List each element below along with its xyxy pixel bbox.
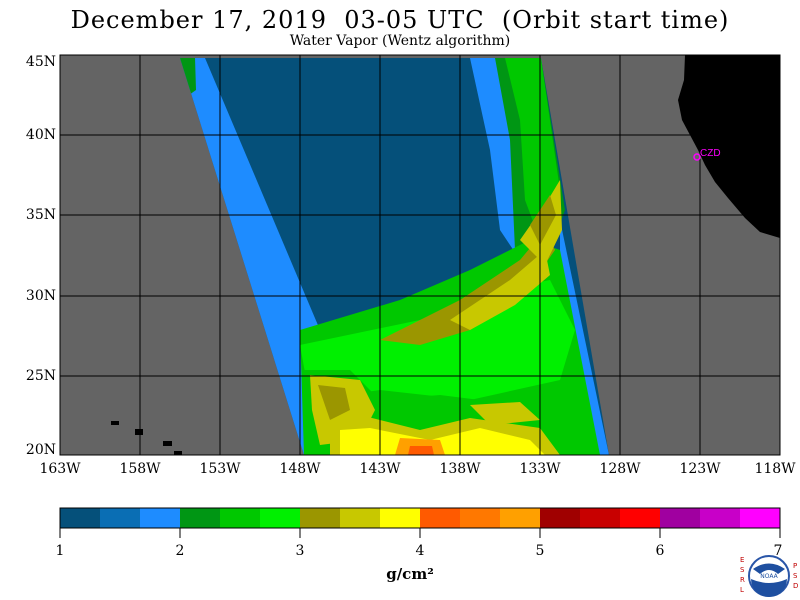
colorbar-segment (620, 508, 661, 528)
logo-letter: S (740, 566, 745, 574)
colorbar-segment (140, 508, 181, 528)
lon-label: 128W (599, 461, 641, 477)
colorbar-segment (180, 508, 221, 528)
colorbar-segment (220, 508, 261, 528)
lon-label: 153W (199, 461, 241, 477)
colorbar-tick-label: 1 (55, 543, 65, 559)
colorbar-tick-label: 4 (415, 543, 425, 559)
colorbar-tick-label: 6 (655, 543, 665, 559)
colorbar-segment (380, 508, 421, 528)
water-vapor-swath (180, 58, 609, 455)
colorbar-segment (540, 508, 581, 528)
colorbar-units: g/cm² (386, 565, 434, 583)
logo-letter: P (793, 562, 797, 570)
lat-label: 25N (25, 368, 56, 384)
logo-letter: D (793, 582, 798, 590)
station-label: CZD (700, 148, 721, 159)
colorbar-segment (260, 508, 301, 528)
page-subtitle: Water Vapor (Wentz algorithm) (289, 33, 511, 49)
colorbar-tick-label: 5 (535, 543, 545, 559)
colorbar-segment (500, 508, 541, 528)
noaa-logo-icon: E S R L P S D NOAA (740, 555, 798, 597)
logo-letter: E (740, 556, 744, 564)
lat-label: 45N (25, 54, 56, 70)
map-frame (59, 54, 781, 456)
lat-label: 35N (25, 207, 56, 223)
colorbar-segment (460, 508, 501, 528)
lat-label: 30N (25, 288, 56, 304)
colorbar-segment (700, 508, 741, 528)
lon-label: 148W (279, 461, 321, 477)
colorbar-segment (740, 508, 781, 528)
lon-label: 158W (119, 461, 161, 477)
colorbar-segment (580, 508, 621, 528)
colorbar-segment (660, 508, 701, 528)
lon-label: 123W (679, 461, 721, 477)
colorbar (60, 508, 781, 528)
logo-letter: R (740, 576, 745, 584)
lat-label: 20N (25, 442, 56, 458)
hawaii-islands (111, 421, 182, 455)
colorbar-segment (340, 508, 381, 528)
lon-label: 163W (39, 461, 81, 477)
logo-text: NOAA (760, 573, 778, 580)
logo-letter: L (740, 586, 744, 594)
colorbar-tick-label: 2 (175, 543, 185, 559)
station-marker-icon (693, 153, 701, 161)
colorbar-segment (60, 508, 101, 528)
lon-label: 118W (754, 461, 796, 477)
page-title: December 17, 2019 03-05 UTC (Orbit start… (70, 6, 730, 34)
lon-label: 133W (519, 461, 561, 477)
california-coast-land (678, 55, 780, 238)
colorbar-segment (420, 508, 461, 528)
colorbar-segment (300, 508, 341, 528)
colorbar-tick-label: 7 (773, 543, 783, 559)
lat-label: 40N (25, 127, 56, 143)
graticule (60, 55, 780, 455)
logo-letter: S (793, 572, 798, 580)
colorbar-tick-label: 3 (295, 543, 305, 559)
lon-label: 138W (439, 461, 481, 477)
colorbar-segment (100, 508, 141, 528)
lon-label: 143W (359, 461, 401, 477)
